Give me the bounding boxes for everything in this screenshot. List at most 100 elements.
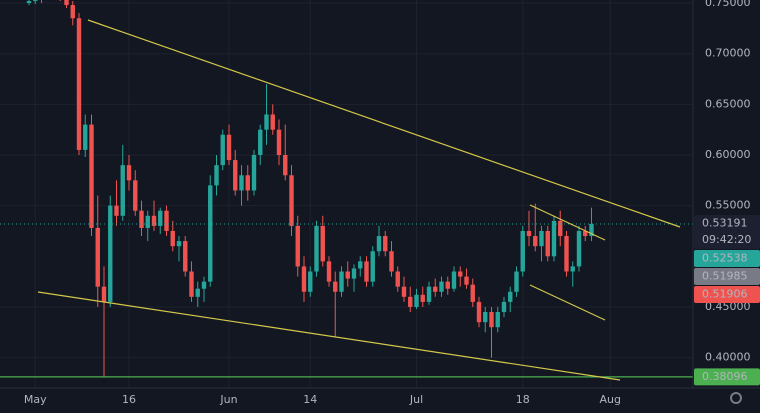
candle-body (339, 271, 344, 292)
candle-body (245, 175, 250, 191)
candle-body (520, 230, 525, 272)
candle-body (439, 281, 444, 292)
candle-body (545, 230, 550, 257)
candle-body (83, 124, 88, 150)
candle-body (583, 230, 588, 237)
candle-body (176, 241, 182, 247)
candle-body (170, 230, 175, 247)
candle-body (351, 268, 357, 279)
candle-body (539, 230, 544, 247)
candle-body (276, 129, 282, 155)
candle-body (264, 114, 269, 130)
y-tick-label: 0.45000 (705, 300, 751, 313)
y-tick-label: 0.40000 (705, 351, 751, 364)
candle-body (376, 236, 382, 252)
candle-body (558, 220, 563, 237)
candle-body (514, 271, 519, 292)
candle-body (239, 175, 244, 191)
candle-body (220, 134, 225, 166)
price-label: 0.51985 (702, 269, 748, 282)
price-label: 0.53191 (702, 216, 748, 229)
candle-body (333, 281, 338, 292)
candle-body (476, 301, 482, 323)
axes: 0.75000 0.70000 0.65000 0.60000 0.55000 0.450… (24, 0, 760, 406)
candle-body (183, 241, 188, 272)
candle-body (464, 276, 469, 285)
y-tick-label: 0.60000 (705, 148, 751, 161)
trend-line (529, 284, 606, 321)
candle-body (320, 225, 325, 262)
candle-body (458, 271, 463, 277)
candle-body (508, 291, 513, 302)
candle-body (426, 286, 432, 302)
candle-body (95, 227, 100, 287)
candle-body (76, 18, 82, 150)
price-label-box (694, 267, 760, 285)
candle-body (589, 223, 594, 237)
candle-body (370, 251, 375, 282)
candle-body (533, 236, 538, 247)
gear-icon[interactable] (730, 392, 742, 404)
y-tick-label: 0.75000 (705, 0, 751, 9)
candle-body (301, 266, 307, 292)
x-tick-label: 16 (122, 393, 136, 406)
x-tick-label: 18 (516, 393, 530, 406)
candle-body (139, 210, 144, 228)
candle-body (314, 225, 319, 272)
y-tick-label: 0.65000 (705, 97, 751, 110)
candle-body (401, 286, 407, 297)
grid (0, 0, 693, 388)
candle-body (364, 261, 369, 282)
candle-body (395, 271, 400, 287)
candle-body (101, 286, 107, 302)
candle-body (70, 5, 75, 19)
x-tick-label: Jul (409, 393, 423, 406)
candle-body (570, 266, 575, 272)
plot-area (0, 0, 693, 378)
trend-lines (37, 19, 681, 381)
trend-line (87, 19, 681, 228)
trend-line (37, 291, 621, 381)
y-tick-label: 0.55000 (705, 199, 751, 212)
candle-body (208, 185, 213, 282)
candle-body (89, 124, 94, 228)
price-label: 0.52538 (702, 251, 748, 264)
candle-body (414, 294, 419, 307)
candle-body (470, 284, 475, 302)
candle-body (126, 165, 132, 181)
price-label: 0.51906 (702, 287, 748, 300)
price-label-box (694, 285, 760, 303)
trend-line (529, 204, 606, 241)
candle-body (258, 129, 263, 155)
candle-body (251, 154, 257, 191)
candle-body (158, 210, 163, 226)
candle-body (151, 215, 157, 226)
settings-button[interactable] (730, 392, 742, 404)
candle-body (270, 114, 275, 130)
candle-body (551, 220, 557, 257)
candle-body (445, 281, 450, 289)
x-tick-label: Aug (600, 393, 621, 406)
candle-body (483, 312, 488, 323)
price-label-box (694, 214, 760, 249)
x-tick-label: May (24, 393, 47, 406)
x-tick-label: Jun (219, 393, 237, 406)
candle-body (489, 312, 494, 328)
candle-body (283, 154, 288, 176)
candle-body (564, 236, 569, 272)
candle-body (189, 271, 194, 297)
candle-body (226, 134, 232, 161)
candle-body (133, 180, 138, 211)
candle-body (64, 0, 69, 6)
x-tick-label: 14 (303, 393, 317, 406)
y-tick-label: 0.70000 (705, 47, 751, 60)
candle-body (389, 251, 394, 272)
candle-body (383, 236, 388, 252)
countdown-label: 09:42:20 (702, 233, 751, 246)
candle-body (295, 225, 300, 267)
candle-body (145, 215, 150, 228)
candle-body (576, 230, 582, 267)
candle-body (308, 271, 313, 292)
candle-body (108, 205, 113, 302)
